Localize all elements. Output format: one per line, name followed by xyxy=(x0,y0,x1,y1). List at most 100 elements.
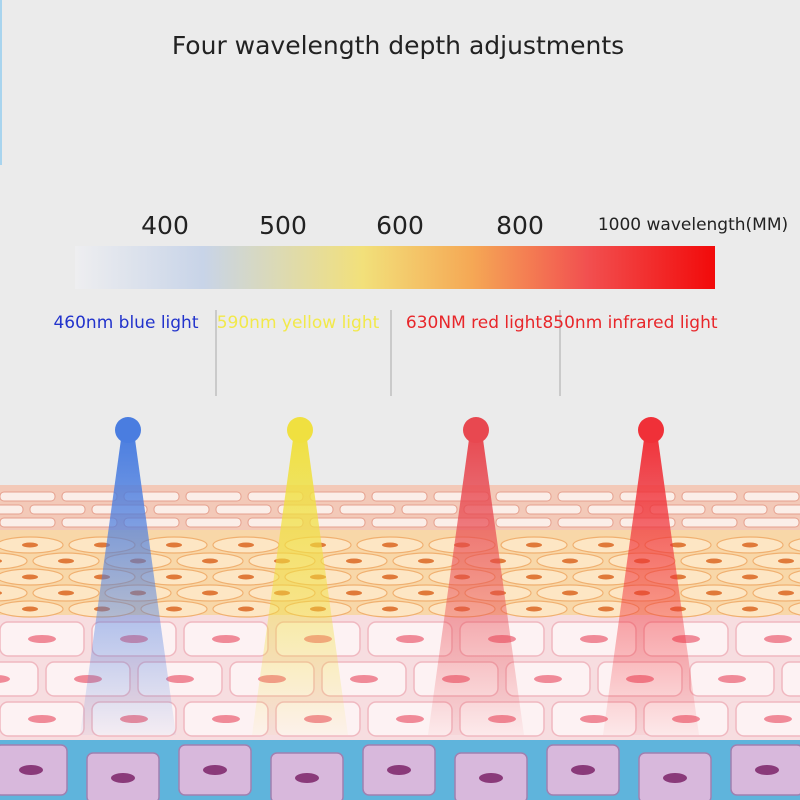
fat-nucleus xyxy=(22,606,38,612)
spectrum-bar xyxy=(75,246,715,289)
edge-line xyxy=(0,0,2,165)
fat-nucleus xyxy=(346,558,362,564)
skin-brick xyxy=(215,504,272,515)
fat-nucleus xyxy=(598,574,614,580)
fat-nucleus xyxy=(526,606,542,612)
fat-nucleus xyxy=(742,606,758,612)
cell-nucleus xyxy=(580,715,608,723)
base-nucleus xyxy=(295,773,319,783)
fat-nucleus xyxy=(166,542,182,548)
cell-nucleus xyxy=(396,635,424,643)
fat-nucleus xyxy=(598,606,614,612)
fat-cell xyxy=(788,602,800,616)
skin-brick xyxy=(557,517,614,528)
cell-nucleus xyxy=(212,635,240,643)
cell-nucleus xyxy=(764,635,792,643)
fat-cell xyxy=(0,584,28,602)
skin-brick xyxy=(339,504,396,515)
fat-nucleus xyxy=(670,542,686,548)
fat-nucleus xyxy=(526,542,542,548)
light-beam xyxy=(80,432,176,735)
fat-nucleus xyxy=(418,590,434,596)
fat-cell xyxy=(788,570,800,584)
fat-nucleus xyxy=(598,542,614,548)
fat-nucleus xyxy=(238,606,254,612)
fat-nucleus xyxy=(238,542,254,548)
light-source xyxy=(287,417,313,443)
base-nucleus xyxy=(755,765,779,775)
scale-label: 400 xyxy=(141,211,189,240)
cell-nucleus xyxy=(764,715,792,723)
light-beam xyxy=(252,432,348,735)
fat-nucleus xyxy=(382,542,398,548)
light-beam xyxy=(428,432,524,735)
skin-brick xyxy=(681,491,738,502)
fat-nucleus xyxy=(526,574,542,580)
skin-brick xyxy=(711,504,768,515)
fat-nucleus xyxy=(238,574,254,580)
fat-nucleus xyxy=(202,590,218,596)
skin-brick xyxy=(61,491,118,502)
base-nucleus xyxy=(19,765,43,775)
cell-nucleus xyxy=(396,715,424,723)
skin-cell xyxy=(0,661,39,697)
skin-brick xyxy=(185,517,242,528)
base-nucleus xyxy=(111,773,135,783)
skin-brick xyxy=(681,517,738,528)
fat-nucleus xyxy=(22,574,38,580)
cell-nucleus xyxy=(166,675,194,683)
fat-nucleus xyxy=(382,606,398,612)
base-nucleus xyxy=(479,773,503,783)
skin-brick xyxy=(743,517,800,528)
skin-brick xyxy=(495,491,552,502)
scale-label: 500 xyxy=(259,211,307,240)
light-source xyxy=(463,417,489,443)
cell-nucleus xyxy=(350,675,378,683)
cell-nucleus xyxy=(718,675,746,683)
skin-brick xyxy=(495,517,552,528)
scale-label: 600 xyxy=(376,211,424,240)
fat-nucleus xyxy=(202,558,218,564)
skin-brick xyxy=(309,491,366,502)
cell-nucleus xyxy=(0,675,10,683)
fat-nucleus xyxy=(94,542,110,548)
fat-nucleus xyxy=(706,590,722,596)
base-nucleus xyxy=(203,765,227,775)
fat-nucleus xyxy=(562,558,578,564)
fat-cell xyxy=(752,552,800,570)
fat-nucleus xyxy=(778,590,794,596)
fat-nucleus xyxy=(778,558,794,564)
fat-nucleus xyxy=(0,591,2,595)
skin-brick xyxy=(371,491,428,502)
skin-brick xyxy=(0,504,24,515)
cell-nucleus xyxy=(580,635,608,643)
light-label: 460nm blue light xyxy=(53,313,198,333)
skin-brick xyxy=(743,491,800,502)
fat-nucleus xyxy=(58,558,74,564)
fat-nucleus xyxy=(382,574,398,580)
fat-nucleus xyxy=(22,542,38,548)
scale-label: 1000 wavelength(MM) xyxy=(598,215,788,235)
fat-cell xyxy=(788,538,800,552)
fat-nucleus xyxy=(0,559,2,563)
title: Four wavelength depth adjustments xyxy=(172,31,624,60)
skin-brick xyxy=(185,491,242,502)
fat-nucleus xyxy=(346,590,362,596)
fat-nucleus xyxy=(742,542,758,548)
light-beam xyxy=(603,432,699,735)
light-label: 850nm infrared light xyxy=(542,313,717,333)
cell-nucleus xyxy=(28,635,56,643)
skin-brick xyxy=(29,504,86,515)
skin-brick xyxy=(0,517,56,528)
light-label: 630NM red light xyxy=(406,313,543,333)
fat-cell xyxy=(752,584,800,602)
fat-cell xyxy=(0,552,28,570)
base-nucleus xyxy=(387,765,411,775)
skin-cell xyxy=(781,661,800,697)
scale-label: 800 xyxy=(496,211,544,240)
fat-nucleus xyxy=(562,590,578,596)
skin-brick xyxy=(0,491,56,502)
skin-brick xyxy=(401,504,458,515)
fat-nucleus xyxy=(706,558,722,564)
